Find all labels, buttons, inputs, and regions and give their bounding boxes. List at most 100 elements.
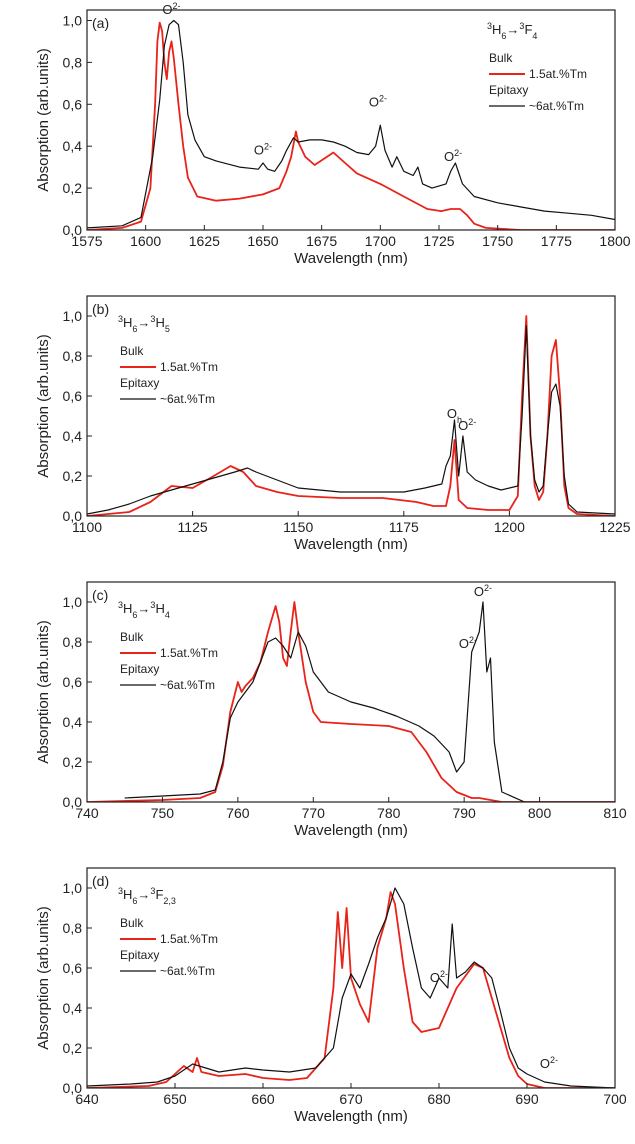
panel-d-x-tick-label: 650 [163,1091,187,1107]
panel-a-transition-label: 3H6→3F4 [487,21,537,41]
panel-d-y-tick-label: 0,6 [63,960,83,976]
panel-d-series-bulk-line [87,891,615,1088]
panel-c-y-tick-label: 0,2 [63,754,83,770]
transition-level: F [155,887,163,902]
panel-c-x-tick-label: 780 [377,805,401,821]
panel-a-legend-epitaxy-label: ~6at.%Tm [529,99,584,113]
panel-c-legend-bulk-title: Bulk [120,630,144,644]
transition-level: H [492,22,501,37]
panel-b-x-tick-label: 1225 [599,519,630,535]
panel-b-legend-epitaxy-label: ~6at.%Tm [160,392,215,406]
panel-c-panel-label: (c) [92,587,108,603]
annotation-subscript: h [457,415,462,425]
annotation-base: O [162,2,172,17]
panel-a-y-tick-label: 0,2 [63,180,83,196]
panel-a-y-tick-label: 0,6 [63,96,83,112]
panel-d: 640 650 660 670 680 690 700 0,0 0,2 0,4 0,6 0,8 1,0 W… [35,867,627,1125]
panel-c-annotation: O2- [474,583,492,599]
panel-c-y-tick-label: 0,0 [63,794,83,810]
panel-a-annotation: O2- [254,142,272,158]
panel-b-x-tick-label: 1150 [283,519,313,535]
panel-d-legend-epitaxy-title: Epitaxy [120,948,159,962]
annotation-base: O [430,970,440,985]
panel-a-y-axis-label: Absorption (arb.units) [35,48,52,191]
panel-d-annotation: O2- [430,969,448,985]
panel-c-series-epitaxy-line [124,601,615,802]
transition-subscript: 6 [132,610,137,620]
annotation-base: O [369,94,379,109]
transition-level: H [123,887,132,902]
transition-level: F [524,22,532,37]
transition-superscript: 3 [487,21,492,31]
panel-a-series-epitaxy-line [87,19,615,229]
annotation-superscript: 2- [454,148,462,158]
panel-d-annotation: O2- [540,1055,558,1071]
transition-level: H [123,601,132,616]
transition-superscript: 3 [519,21,524,31]
transition-superscript: 3 [118,600,123,610]
panel-a-x-tick-label: 1725 [423,233,454,249]
transition-arrow: → [137,601,150,616]
panel-a-x-tick-label: 1650 [247,233,278,249]
transition-superscript: 3 [150,886,155,896]
panel-d-x-tick-label: 700 [603,1091,627,1107]
panel-c-transition-label: 3H6→3H4 [118,600,170,620]
panel-b-annotation: O2- [458,417,476,433]
panel-a-y-tick-label: 1,0 [63,12,83,28]
panel-a-x-tick-label: 1800 [599,233,630,249]
panel-c-y-tick-label: 0,4 [63,714,83,730]
panel-b-x-axis-label: Wavelength (nm) [294,536,408,553]
panel-a-x-tick-label: 1700 [365,233,396,249]
panel-c-annotation: O2- [459,635,477,651]
annotation-base: O [458,418,468,433]
panel-d-y-tick-label: 0,4 [63,1000,83,1016]
panel-b-plot-frame [86,295,616,517]
panel-c-legend-epitaxy-label: ~6at.%Tm [160,678,215,692]
panel-c-y-tick-label: 1,0 [63,594,83,610]
panel-d-legend-bulk-title: Bulk [120,916,144,930]
annotation-superscript: 2- [469,635,477,645]
transition-subscript: 4 [532,31,537,41]
panel-c-y-axis-label: Absorption (arb.units) [35,620,52,763]
annotation-base: O [540,1056,550,1071]
panel-a-legend-bulk-label: 1.5at.%Tm [529,67,587,81]
panel-b-x-tick-label: 1100 [72,519,102,535]
panel-b-transition-label: 3H6→3H5 [118,314,170,334]
panel-d-x-tick-label: 680 [427,1091,451,1107]
panel-a-y-tick-label: 0,0 [63,222,83,238]
panel-a-x-tick-label: 1675 [306,233,337,249]
panel-a-x-axis-label: Wavelength (nm) [294,250,408,267]
annotation-superscript: 2- [440,969,448,979]
panel-c-x-tick-label: 810 [603,805,627,821]
transition-subscript: 6 [132,896,137,906]
panel-b-x-tick-label: 1175 [389,519,419,535]
panel-b-series-bulk-line [87,315,615,516]
panel-d-y-tick-label: 1,0 [63,880,83,896]
panel-b-annotation: Oh [447,406,462,425]
panel-a-annotation: O2- [162,1,180,17]
panel-b-y-tick-label: 0,2 [63,468,83,484]
panel-c-x-tick-label: 750 [151,805,175,821]
panel-d-x-axis-label: Wavelength (nm) [294,1108,408,1125]
annotation-superscript: 2- [173,1,181,11]
panel-b-y-tick-label: 1,0 [63,308,83,324]
panel-b-panel-label: (b) [92,301,109,317]
panel-c-series-bulk-line [87,601,615,802]
panel-c-x-tick-label: 760 [226,805,250,821]
panel-b-series-epitaxy-line [87,325,615,515]
transition-superscript: 3 [150,314,155,324]
panel-b-y-axis-label: Absorption (arb.units) [35,334,52,477]
annotation-superscript: 2- [468,417,476,427]
panel-a-y-tick-label: 0,8 [63,54,83,70]
panel-c-x-tick-label: 790 [452,805,476,821]
panel-b-legend-bulk-title: Bulk [120,344,144,358]
panel-a-legend-bulk-title: Bulk [489,51,513,65]
panel-d-legend-epitaxy-label: ~6at.%Tm [160,964,215,978]
panel-d-x-tick-label: 690 [515,1091,539,1107]
transition-arrow: → [506,22,519,37]
panel-d-x-tick-label: 670 [339,1091,363,1107]
panel-a-panel-label: (a) [92,15,109,31]
panel-d-panel-label: (d) [92,873,109,889]
panel-a-x-tick-label: 1600 [130,233,161,249]
transition-level: H [155,601,164,616]
